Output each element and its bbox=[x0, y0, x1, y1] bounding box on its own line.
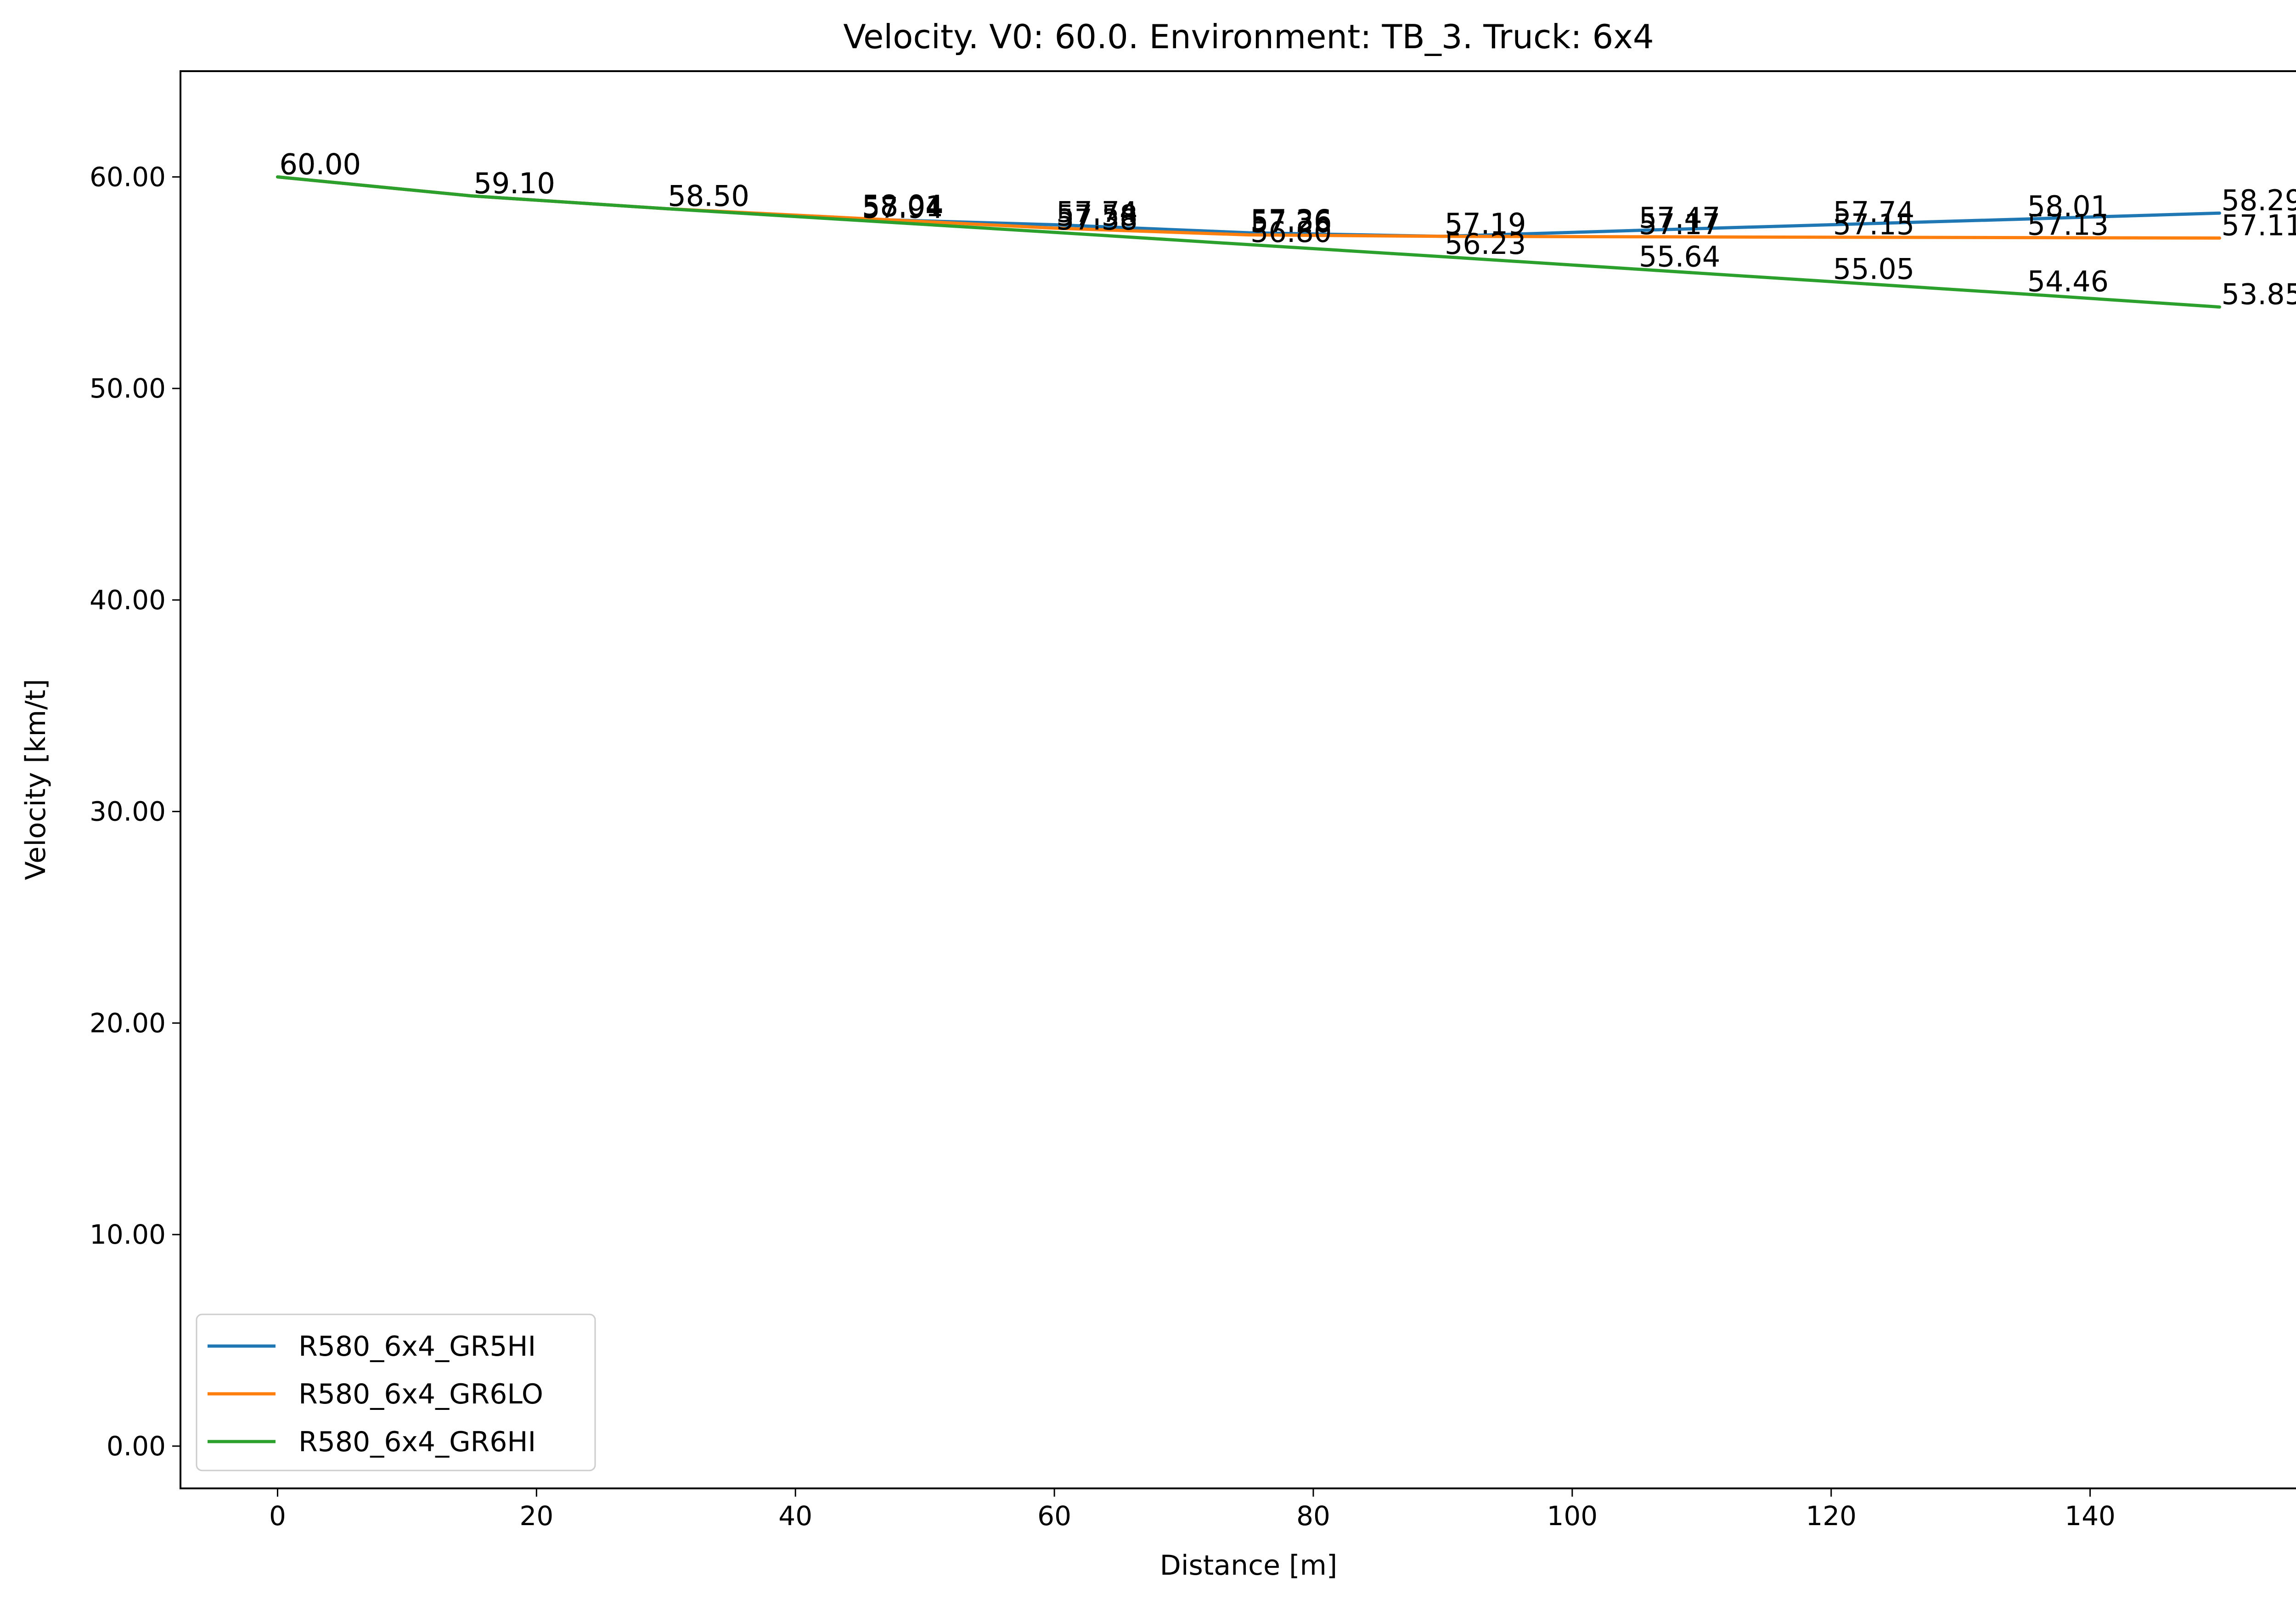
data-label: 57.58 bbox=[1056, 199, 1138, 232]
chart-title: Velocity. V0: 60.0. Environment: TB_3. T… bbox=[843, 17, 1654, 56]
plot-frame bbox=[180, 70, 2296, 1489]
data-label: 54.46 bbox=[2027, 265, 2109, 298]
series-lines bbox=[276, 175, 2221, 309]
legend: R580_6x4_GR5HI R580_6x4_GR6LO R580_6x4_GR6… bbox=[196, 1313, 596, 1471]
y-tick-label: 30.00 bbox=[90, 796, 166, 827]
data-label: 58.29 bbox=[2222, 184, 2296, 217]
x-tick-label: 120 bbox=[1806, 1500, 1857, 1532]
y-tick-label: 10.00 bbox=[90, 1219, 166, 1250]
data-label: 57.94 bbox=[862, 191, 943, 224]
data-label: 60.00 bbox=[279, 147, 361, 181]
x-tick-label: 0 bbox=[269, 1500, 286, 1532]
data-label: 53.85 bbox=[2222, 278, 2296, 311]
y-axis-title: Velocity [km/t] bbox=[20, 679, 52, 880]
x-tick-label: 20 bbox=[519, 1500, 553, 1532]
legend-label: R580_6x4_GR5HI bbox=[298, 1330, 536, 1363]
data-label: 58.04 bbox=[862, 189, 943, 223]
data-labels: 60.00 59.10 58.50 58.01 57.74 57.36 57.19 57.47… bbox=[279, 147, 2296, 311]
y-tick-label: 20.00 bbox=[90, 1007, 166, 1038]
series-line-R580_6x4_GR6HI bbox=[276, 175, 2221, 309]
y-tick-label: 50.00 bbox=[90, 373, 166, 404]
x-tick-label: 60 bbox=[1037, 1500, 1071, 1532]
x-axis-ticks: 0 20 40 60 80 100 120 140 bbox=[269, 1488, 2116, 1532]
data-label: 57.15 bbox=[1833, 208, 1915, 241]
y-tick-label: 0.00 bbox=[107, 1431, 166, 1462]
data-label: 57.17 bbox=[1639, 208, 1721, 241]
y-tick-label: 60.00 bbox=[90, 161, 166, 192]
data-label: 60.00 bbox=[279, 147, 361, 181]
x-tick-label: 100 bbox=[1547, 1500, 1598, 1532]
x-tick-label: 80 bbox=[1296, 1500, 1330, 1532]
data-label: 57.11 bbox=[2222, 209, 2296, 242]
x-axis-title: Distance [m] bbox=[1160, 1549, 1338, 1582]
data-label: 59.10 bbox=[473, 167, 555, 200]
legend-box bbox=[196, 1313, 596, 1471]
data-label: 57.74 bbox=[1056, 196, 1138, 229]
data-label: 57.74 bbox=[1833, 196, 1915, 229]
x-tick-label: 140 bbox=[2065, 1500, 2116, 1532]
data-label: 55.64 bbox=[1639, 240, 1721, 273]
x-tick-label: 40 bbox=[778, 1500, 812, 1532]
data-label: 57.36 bbox=[1250, 203, 1332, 237]
data-label: 58.50 bbox=[668, 179, 749, 213]
data-label: 57.38 bbox=[1056, 203, 1138, 236]
data-label: 56.23 bbox=[1445, 227, 1526, 261]
data-label: 55.05 bbox=[1833, 252, 1915, 286]
data-label: 59.10 bbox=[473, 167, 555, 200]
data-label: 59.10 bbox=[473, 167, 555, 200]
data-label: 57.19 bbox=[1445, 207, 1526, 241]
data-label: 60.00 bbox=[279, 147, 361, 181]
y-tick-label: 40.00 bbox=[90, 584, 166, 616]
data-label: 57.26 bbox=[1250, 206, 1332, 239]
data-label: 58.01 bbox=[2027, 190, 2109, 223]
data-label: 56.80 bbox=[1250, 215, 1332, 249]
data-label: 57.19 bbox=[1445, 207, 1526, 241]
y-axis-ticks: 0.00 10.00 20.00 30.00 40.00 50.00 60.00 bbox=[90, 161, 180, 1462]
data-label: 57.47 bbox=[1639, 201, 1721, 235]
legend-label: R580_6x4_GR6HI bbox=[298, 1426, 536, 1458]
data-label: 57.13 bbox=[2027, 208, 2109, 242]
data-label: 58.50 bbox=[668, 179, 749, 213]
data-label: 58.01 bbox=[862, 190, 943, 223]
legend-label: R580_6x4_GR6LO bbox=[298, 1378, 543, 1410]
data-label: 58.50 bbox=[668, 179, 749, 213]
